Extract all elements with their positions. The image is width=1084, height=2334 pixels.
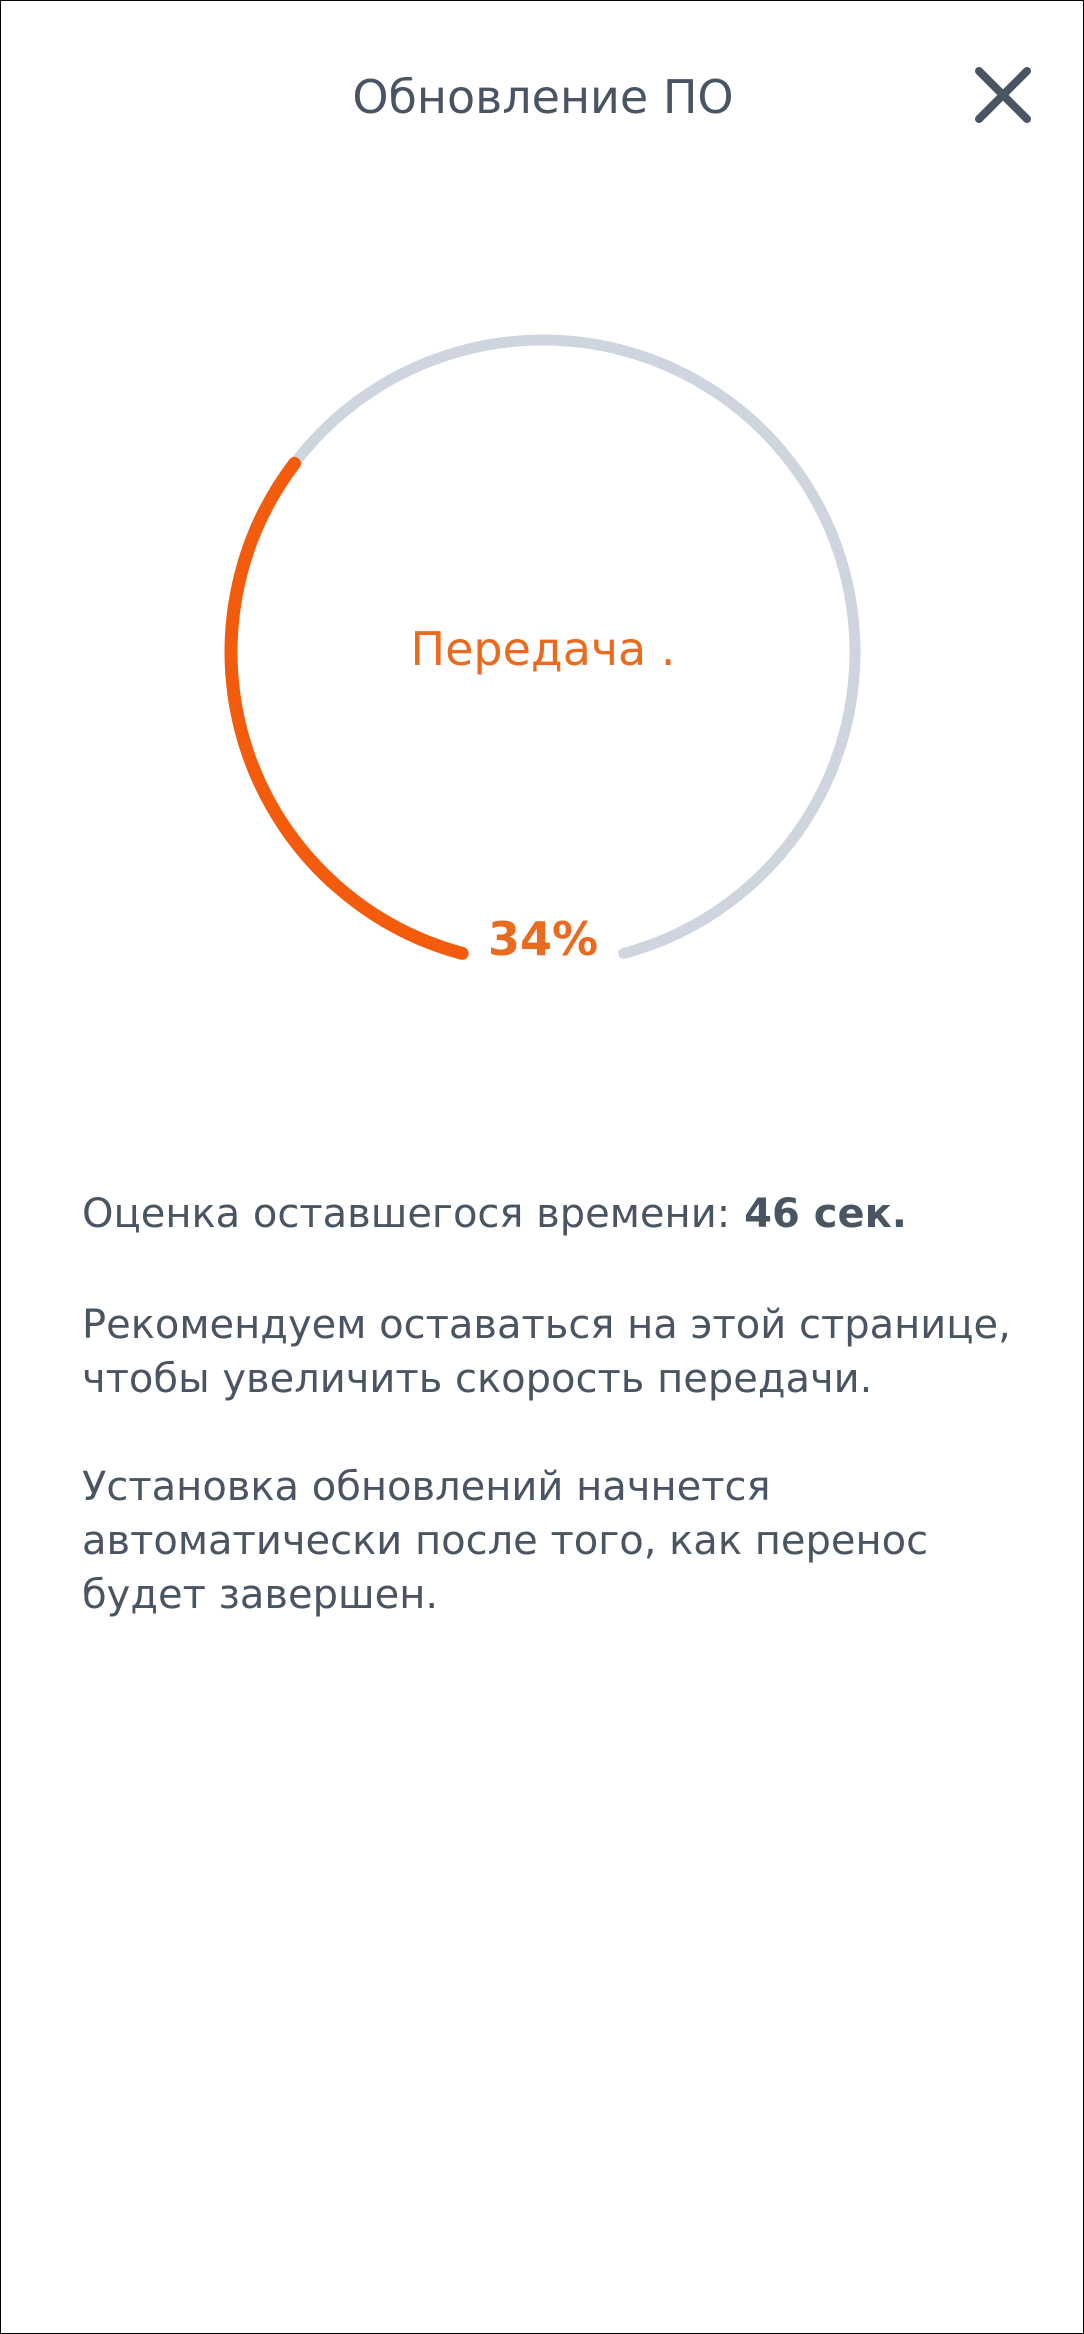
install-line: автоматически после того, как перенос (82, 1518, 929, 1564)
install-text: Установка обновлений начнется автоматиче… (82, 1460, 1042, 1622)
recommend-text: Рекомендуем оставаться на этой странице,… (82, 1298, 1042, 1406)
recommend-line: чтобы увеличить скорость передачи. (82, 1356, 873, 1402)
close-icon (975, 67, 1031, 123)
time-estimate: Оценка оставшегося времени: 46 сек. (82, 1187, 1042, 1241)
install-line: Установка обновлений начнется (82, 1464, 771, 1510)
page-title: Обновление ПО (352, 70, 734, 124)
progress-ring (224, 334, 861, 960)
install-line: будет завершен. (82, 1572, 439, 1618)
time-estimate-label: Оценка оставшегося времени: (82, 1191, 731, 1237)
close-button[interactable] (967, 59, 1039, 131)
progress-fill (224, 456, 469, 960)
progress-track (289, 334, 861, 959)
time-estimate-value: 46 сек. (744, 1191, 907, 1237)
transfer-status: Передача . (410, 622, 676, 676)
progress-percent: 34% (487, 912, 599, 966)
recommend-line: Рекомендуем оставаться на этой странице, (82, 1302, 1011, 1348)
